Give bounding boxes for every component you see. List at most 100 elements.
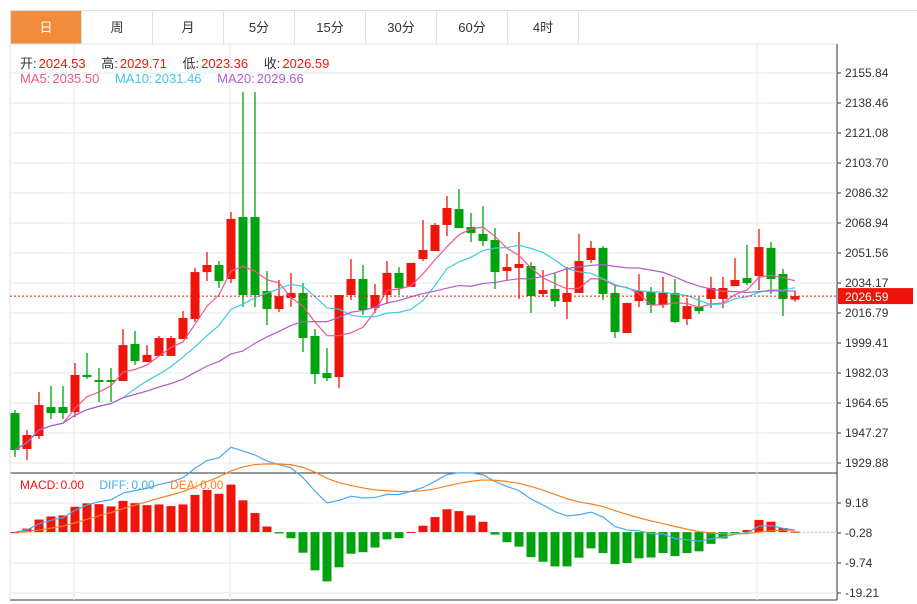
candle-body: [46, 407, 56, 414]
candle-body: [658, 292, 668, 306]
candle: [238, 92, 248, 307]
tab-60min[interactable]: 60分: [437, 11, 508, 44]
candle-body: [718, 287, 728, 299]
candle: [58, 385, 68, 419]
macd-bar: [310, 532, 320, 571]
ohlc-readout: 开: 2024.53 高: 2029.71 低: 2023.36 收: 2026.59: [20, 53, 331, 72]
macd-bar: [646, 532, 656, 558]
candle-body: [346, 278, 356, 296]
candle-body: [70, 374, 80, 413]
macd-bar: [706, 532, 716, 544]
dea-value: 0.00: [200, 478, 224, 492]
macd-bar: [178, 504, 188, 533]
candle-body: [430, 224, 440, 252]
price-tick-label: 2034.17: [845, 276, 889, 290]
tab-day[interactable]: 日: [11, 11, 82, 44]
macd-bar: [262, 526, 272, 533]
candle: [118, 329, 128, 381]
macd-readout: MACD: 0.00 DIFF: 0.00 DEA: 0.00: [20, 478, 225, 492]
candle-body: [94, 379, 104, 383]
candle-body: [442, 208, 452, 225]
macd-bar: [514, 532, 524, 547]
macd-bar: [622, 532, 632, 564]
macd-bar: [322, 532, 332, 582]
candle-body: [766, 247, 776, 279]
candle: [742, 244, 752, 286]
candle: [466, 213, 476, 243]
candle-body: [574, 261, 584, 293]
candle: [454, 189, 464, 229]
close-value: 2026.59: [282, 56, 330, 71]
macd-bar: [118, 500, 128, 533]
candle-body: [490, 239, 500, 273]
macd-bar: [58, 515, 68, 533]
macd-bar: [742, 530, 752, 533]
tab-30min[interactable]: 30分: [366, 11, 437, 44]
candle-body: [562, 292, 572, 302]
macd-bar: [430, 517, 440, 533]
macd-bar: [466, 515, 476, 533]
high-value: 2029.71: [119, 56, 167, 71]
macd-bar: [562, 532, 572, 567]
tab-5min[interactable]: 5分: [224, 11, 295, 44]
candle: [94, 368, 104, 403]
price-tick-label: 2016.79: [845, 306, 889, 320]
macd-bar: [166, 506, 176, 533]
candle: [10, 409, 20, 458]
candle-body: [322, 373, 332, 379]
macd-bar: [766, 521, 776, 533]
candle-body: [190, 272, 200, 320]
candle: [142, 345, 152, 362]
candle-body: [502, 267, 512, 272]
diff-value: 0.00: [131, 478, 155, 492]
macd-bar: [142, 505, 152, 533]
candle-body: [682, 306, 692, 320]
macd-bar: [730, 532, 740, 534]
candle-body: [730, 280, 740, 287]
macd-bar: [586, 532, 596, 549]
tab-15min[interactable]: 15分: [295, 11, 366, 44]
low-label: 低:: [182, 56, 200, 71]
macd-bar: [634, 532, 644, 559]
macd-bar: [406, 531, 416, 533]
candle-body: [286, 292, 296, 298]
candle-body: [586, 247, 596, 260]
price-tick-label: 2138.46: [845, 96, 889, 110]
price-tick-label: 1929.88: [845, 456, 889, 470]
ma-readout: MA5: 2035.50 MA10: 2031.46 MA20: 2029.66: [20, 71, 306, 86]
macd-tick-label: -19.21: [845, 586, 879, 600]
candle-body: [394, 272, 404, 288]
price-tick-label: 1947.27: [845, 426, 889, 440]
dea-line: [14, 463, 796, 535]
candle: [130, 330, 140, 365]
tab-month[interactable]: 月: [153, 11, 224, 44]
candle: [394, 267, 404, 296]
candle: [370, 283, 380, 313]
candle: [586, 241, 596, 263]
candle-body: [790, 296, 800, 300]
high-label: 高:: [101, 56, 118, 71]
current-price-label: 2026.59: [845, 290, 889, 304]
candle: [154, 335, 164, 356]
candle: [382, 261, 392, 305]
candle-body: [478, 233, 488, 242]
candle-body: [514, 263, 524, 268]
macd-bar: [718, 532, 728, 539]
candle-body: [214, 264, 224, 282]
candle: [358, 264, 368, 316]
candle: [502, 253, 512, 281]
candle-body: [778, 273, 788, 299]
ma20-line: [14, 263, 796, 451]
price-tick-label: 2121.08: [845, 126, 889, 140]
tab-4hour[interactable]: 4时: [508, 11, 579, 44]
candle-body: [694, 306, 704, 312]
tab-week[interactable]: 周: [82, 11, 153, 44]
candle-body: [82, 374, 92, 378]
candle-body: [622, 302, 632, 333]
low-value: 2023.36: [201, 56, 249, 71]
period-tabs: 日 周 月 5分 15分 30分 60分 4时: [10, 10, 917, 44]
candle-body: [466, 227, 476, 234]
macd-bar: [46, 516, 56, 533]
macd-tick-label: -0.28: [845, 526, 873, 540]
